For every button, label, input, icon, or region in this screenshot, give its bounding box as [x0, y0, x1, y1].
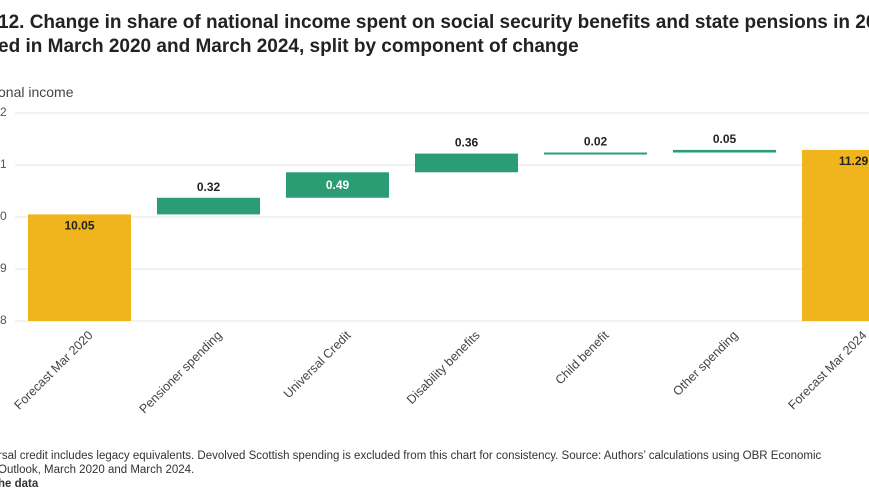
bar	[673, 149, 776, 153]
bar	[286, 172, 389, 198]
bar	[157, 197, 260, 215]
value-label: 0.02	[584, 135, 608, 149]
chart-title: ed in March 2020 and March 2024, split b…	[0, 36, 579, 57]
x-tick-label: Universal Credit	[281, 328, 354, 401]
footnote: Outlook, March 2020 and March 2024.	[0, 464, 194, 476]
y-axis-label: onal income	[0, 84, 74, 100]
footnote-link[interactable]: he data	[0, 478, 39, 490]
value-label: 10.05	[64, 218, 94, 232]
value-label: 0.05	[713, 132, 737, 146]
y-tick-label: 1	[0, 157, 7, 171]
y-tick-label: 0	[0, 209, 7, 223]
y-tick-label: 9	[0, 261, 7, 275]
bar	[415, 153, 518, 173]
bar	[28, 214, 131, 321]
x-tick-label: Forecast Mar 2024	[786, 328, 869, 412]
value-label: 0.32	[197, 180, 221, 194]
y-tick-label: 8	[0, 313, 7, 327]
value-label: 11.29	[839, 154, 869, 168]
y-tick-label: 2	[0, 105, 7, 119]
x-tick-label: Forecast Mar 2020	[12, 328, 96, 412]
bar	[544, 152, 647, 155]
x-tick-label: Other spending	[670, 328, 740, 398]
value-label: 0.49	[326, 178, 350, 192]
value-label: 0.36	[455, 136, 479, 150]
chart-title: 12. Change in share of national income s…	[0, 12, 869, 33]
x-tick-label: Pensioner spending	[137, 328, 225, 416]
bar	[802, 149, 869, 321]
footnote: rsal credit includes legacy equivalents.…	[0, 450, 822, 462]
x-tick-label: Child benefit	[553, 328, 612, 387]
x-tick-label: Disability benefits	[404, 328, 483, 407]
